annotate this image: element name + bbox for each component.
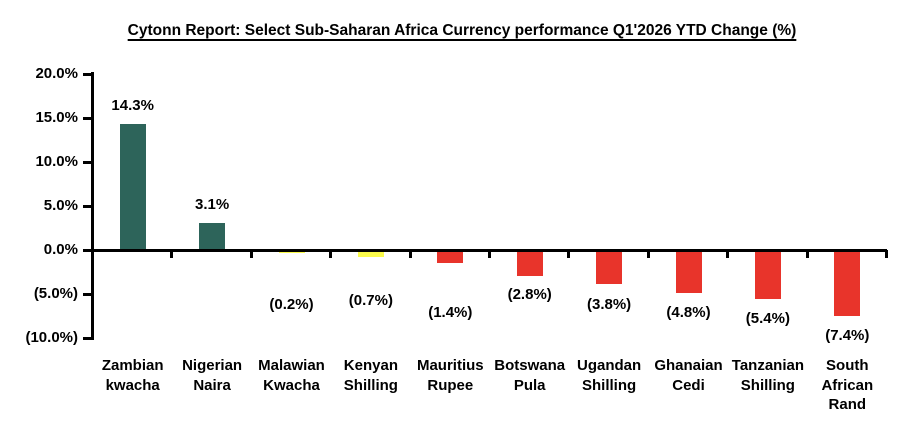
y-axis-tick — [83, 205, 94, 208]
value-label-ugandan-shilling: (3.8%) — [587, 296, 632, 314]
y-axis-tick — [83, 337, 94, 340]
category-label-mauritius-rupee: Mauritius Rupee — [416, 357, 484, 394]
y-axis-tick — [83, 117, 94, 120]
value-label-nigerian-naira: 3.1% — [194, 195, 230, 213]
value-label-ghanaian-cedi: (4.8%) — [666, 304, 711, 322]
x-axis-tick — [646, 250, 650, 258]
category-label-malawian-kwacha: Malawian Kwacha — [258, 357, 325, 394]
category-label-zambian-kwacha: Zambian kwacha — [101, 357, 164, 394]
y-axis-tick-label: (10.0%) — [25, 329, 78, 346]
y-axis-tick — [83, 161, 94, 164]
x-axis-tick — [726, 250, 730, 258]
category-label-south-african-rand: South African Rand — [821, 357, 874, 413]
x-axis-tick — [170, 250, 174, 258]
value-label-kenyan-shilling: (0.7%) — [348, 292, 393, 310]
category-label-ghanaian-cedi: Ghanaian Cedi — [654, 357, 723, 394]
x-axis-tick — [885, 250, 888, 258]
y-axis-tick — [83, 293, 94, 296]
y-axis-tick-label: 10.0% — [35, 153, 78, 170]
x-axis-tick — [567, 250, 571, 258]
bar-mauritius-rupee — [437, 250, 464, 264]
bar-botswana-pula — [516, 250, 543, 276]
y-axis-tick — [83, 249, 94, 252]
y-axis-tick — [83, 73, 94, 76]
y-axis-tick-label: 15.0% — [35, 109, 78, 126]
chart-title: Cytonn Report: Select Sub-Saharan Africa… — [127, 22, 797, 39]
value-label-mauritius-rupee: (1.4%) — [428, 304, 473, 322]
bar-zambian-kwacha — [119, 124, 146, 251]
value-label-south-african-rand: (7.4%) — [825, 327, 870, 345]
y-axis-tick-label: 20.0% — [35, 65, 78, 82]
category-label-botswana-pula: Botswana Pula — [494, 357, 566, 394]
value-label-zambian-kwacha: 14.3% — [111, 97, 154, 115]
x-axis-tick — [249, 250, 253, 258]
y-axis-tick-label: 5.0% — [43, 197, 78, 214]
bar-nigerian-naira — [199, 222, 226, 251]
y-axis-tick-label: 0.0% — [43, 241, 78, 258]
bar-south-african-rand — [834, 250, 861, 317]
value-label-malawian-kwacha: (0.2%) — [269, 295, 314, 313]
category-label-tanzanian-shilling: Tanzanian Shilling — [731, 357, 804, 394]
x-axis-tick — [408, 250, 412, 258]
x-axis-tick — [805, 250, 809, 258]
bar-ugandan-shilling — [596, 250, 623, 285]
bar-tanzanian-shilling — [754, 250, 781, 299]
value-label-tanzanian-shilling: (5.4%) — [745, 309, 790, 327]
category-label-kenyan-shilling: Kenyan Shilling — [343, 357, 398, 394]
x-axis-tick — [488, 250, 491, 258]
value-label-botswana-pula: (2.8%) — [507, 285, 552, 303]
category-label-ugandan-shilling: Ugandan Shilling — [577, 357, 642, 394]
bar-kenyan-shilling — [357, 250, 384, 258]
bar-ghanaian-cedi — [675, 250, 702, 294]
y-axis-tick-label: (5.0%) — [33, 285, 78, 302]
category-label-nigerian-naira: Nigerian Naira — [182, 357, 243, 394]
x-axis-tick — [329, 250, 333, 258]
